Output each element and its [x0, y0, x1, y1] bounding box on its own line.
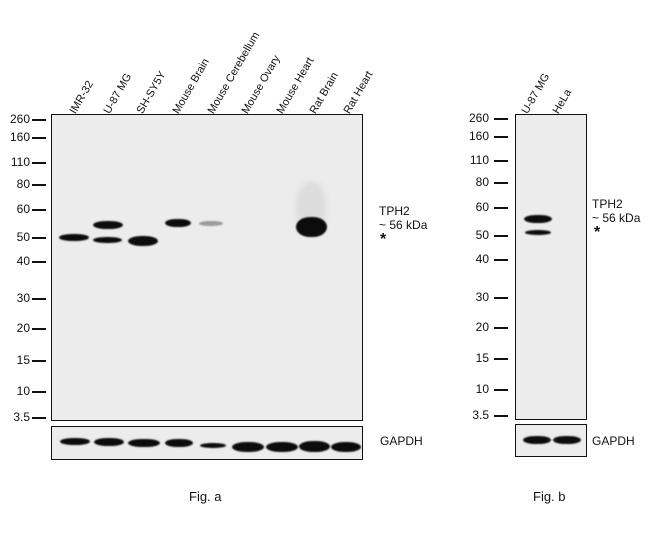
- marker-80: 80: [16, 177, 30, 191]
- marker-60: 60: [475, 200, 489, 214]
- target-label-b: TPH2: [592, 197, 623, 211]
- gapdh-band: [200, 443, 226, 448]
- marker-tick: [494, 297, 508, 299]
- gapdh-label-b: GAPDH: [592, 434, 635, 448]
- marker-tick: [32, 119, 46, 121]
- marker-tick: [494, 259, 508, 261]
- marker-tick: [32, 298, 46, 300]
- marker-20: 20: [16, 321, 30, 335]
- marker-260: 260: [9, 112, 30, 126]
- marker-20: 20: [475, 320, 489, 334]
- marker-tick: [494, 389, 508, 391]
- band-mouse-cerebellum: [199, 221, 223, 226]
- marker-15: 15: [16, 353, 30, 367]
- lane-label-rat-heart: Rat Heart: [341, 69, 376, 116]
- blot-a-gapdh: [51, 426, 363, 460]
- blot-a-main: [51, 114, 363, 421]
- blot-b-main: [515, 114, 587, 420]
- marker-160: 160: [9, 130, 30, 144]
- marker-40: 40: [475, 252, 489, 266]
- marker-tick: [32, 184, 46, 186]
- lane-label-u87mg: U-87 MG: [101, 71, 135, 116]
- marker-tick: [32, 209, 46, 211]
- band-u87-lower: [93, 237, 122, 243]
- marker-tick: [494, 415, 508, 417]
- band-u87-lower-b: [525, 230, 551, 235]
- marker-tick: [32, 328, 46, 330]
- marker-60: 60: [16, 202, 30, 216]
- figure-a-caption: Fig. a: [189, 489, 222, 504]
- band-u87-upper-b: [524, 215, 552, 223]
- gapdh-band: [94, 438, 124, 446]
- marker-260: 260: [468, 111, 489, 125]
- marker-10: 10: [475, 382, 489, 396]
- marker-tick: [32, 360, 46, 362]
- marker-3-5: 3.5: [472, 408, 489, 422]
- marker-15: 15: [475, 351, 489, 365]
- marker-tick: [494, 136, 508, 138]
- marker-tick: [494, 182, 508, 184]
- marker-tick: [494, 235, 508, 237]
- gapdh-band: [299, 441, 330, 452]
- band-u87-upper: [93, 221, 123, 229]
- marker-3-5: 3.5: [13, 410, 30, 424]
- figure-b-caption: Fig. b: [533, 489, 566, 504]
- marker-tick: [32, 162, 46, 164]
- nonspecific-asterisk-b: *: [594, 224, 601, 241]
- marker-tick: [494, 160, 508, 162]
- gapdh-band: [553, 436, 581, 444]
- lane-label-hela: HeLa: [550, 87, 575, 116]
- marker-50: 50: [16, 230, 30, 244]
- gapdh-band: [128, 439, 160, 447]
- gapdh-band: [523, 436, 551, 444]
- lane-label-rat-brain: Rat Brain: [307, 70, 341, 116]
- gapdh-band: [232, 442, 264, 452]
- gapdh-band: [60, 438, 90, 445]
- band-shsy5y: [128, 236, 158, 246]
- marker-110: 110: [10, 155, 30, 169]
- lane-label-u87mg-b: U-87 MG: [519, 71, 553, 116]
- band-rat-brain: [296, 217, 327, 237]
- marker-30: 30: [16, 291, 30, 305]
- marker-160: 160: [468, 129, 489, 143]
- blot-b-gapdh: [515, 424, 587, 457]
- marker-tick: [32, 237, 46, 239]
- marker-tick: [32, 391, 46, 393]
- marker-40: 40: [16, 254, 30, 268]
- marker-tick: [32, 417, 46, 419]
- marker-tick: [494, 327, 508, 329]
- marker-30: 30: [475, 290, 489, 304]
- marker-tick: [494, 358, 508, 360]
- band-mouse-brain: [165, 219, 191, 227]
- lane-label-mouse-brain: Mouse Brain: [170, 56, 212, 116]
- gapdh-band: [165, 439, 193, 447]
- marker-tick: [494, 207, 508, 209]
- gapdh-label: GAPDH: [380, 434, 423, 448]
- marker-10: 10: [16, 384, 30, 398]
- lane-label-shsy5y: SH-SY5Y: [134, 69, 169, 116]
- band-imr32: [59, 234, 89, 241]
- marker-80: 80: [475, 175, 489, 189]
- gapdh-band: [266, 442, 298, 452]
- gapdh-band: [331, 442, 361, 452]
- marker-tick: [32, 261, 46, 263]
- target-size-label-b: ~ 56 kDa: [592, 211, 641, 225]
- target-size-label: ~ 56 kDa: [379, 218, 428, 232]
- marker-tick: [494, 118, 508, 120]
- lane-label-imr32: IMR-32: [67, 78, 97, 116]
- marker-110: 110: [469, 153, 489, 167]
- target-label: TPH2: [379, 204, 410, 218]
- nonspecific-asterisk: *: [380, 231, 387, 248]
- marker-tick: [32, 137, 46, 139]
- marker-50: 50: [475, 228, 489, 242]
